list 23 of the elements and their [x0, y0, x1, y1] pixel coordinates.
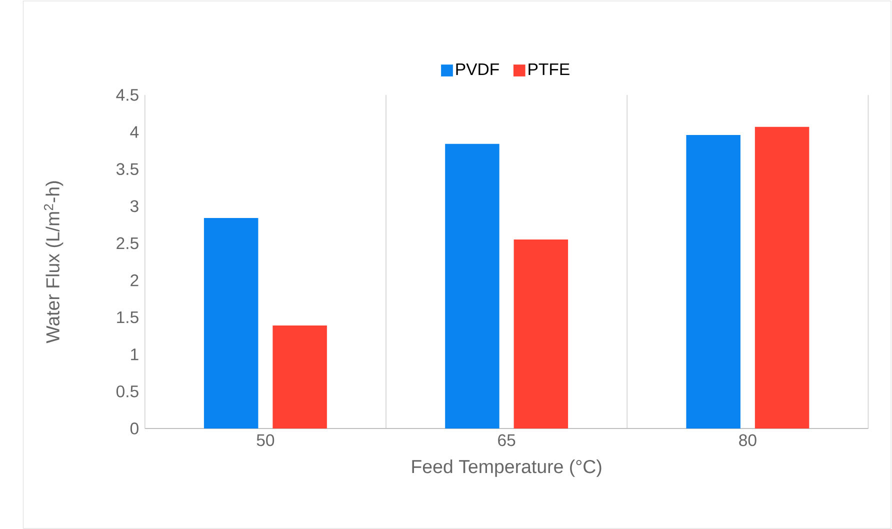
y-tick-label: 0.5 — [116, 385, 138, 398]
y-tick-label: 2 — [130, 274, 138, 286]
legend-label: PVDF — [456, 63, 499, 75]
y-tick-label: 3.5 — [116, 162, 138, 175]
x-tick-label: 80 — [739, 434, 756, 446]
bar — [204, 218, 258, 428]
x-axis-title: Feed Temperature (°C) — [412, 459, 602, 477]
y-tick-label: 4 — [130, 126, 139, 138]
y-tick-label: 1.5 — [117, 311, 138, 323]
y-tick-label: 1 — [131, 348, 138, 360]
bar — [445, 144, 500, 428]
x-tick-label: 65 — [498, 434, 516, 446]
bar — [514, 239, 568, 428]
bar — [686, 134, 740, 428]
x-tick-label: 50 — [256, 434, 274, 446]
legend-label: PTFE — [528, 63, 570, 75]
y-tick-label: 0 — [130, 422, 138, 434]
y-tick-label: 3 — [130, 200, 138, 212]
y-axis-title: Water Flux (L/m$^{2}$-h) — [44, 181, 64, 344]
y-tick-label: 2.5 — [116, 237, 138, 249]
bar — [754, 126, 810, 428]
bar — [272, 325, 327, 428]
y-tick-label: 4.5 — [116, 88, 138, 101]
